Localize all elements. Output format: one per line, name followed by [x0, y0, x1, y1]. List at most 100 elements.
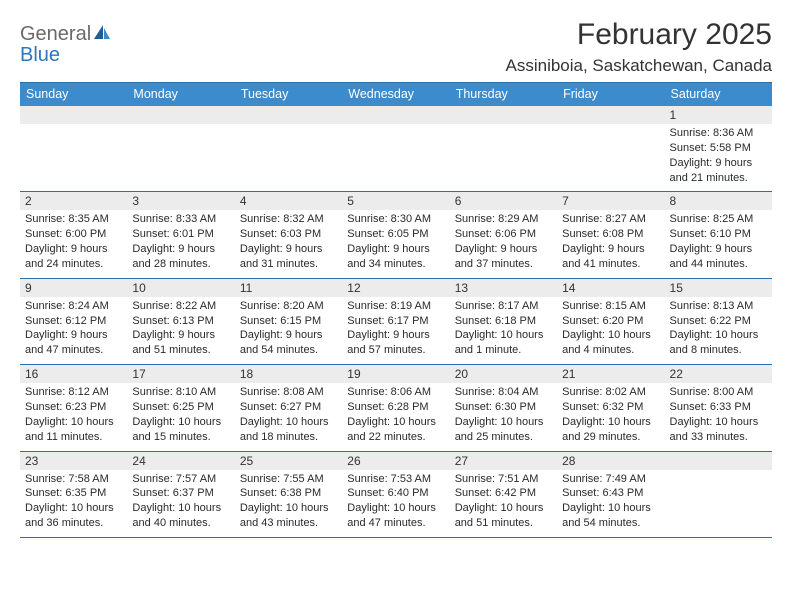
weekday-friday: Friday — [557, 83, 664, 106]
day-number-strip: 1 — [20, 106, 772, 124]
day-number — [127, 106, 234, 124]
day-cell: Sunrise: 8:30 AM Sunset: 6:05 PM Dayligh… — [342, 210, 449, 277]
day-number: 27 — [450, 452, 557, 470]
day-cell: Sunrise: 8:36 AM Sunset: 5:58 PM Dayligh… — [665, 124, 772, 191]
logo-blue-text: Blue — [20, 44, 60, 66]
day-body-row: Sunrise: 8:24 AM Sunset: 6:12 PM Dayligh… — [20, 297, 772, 364]
day-cell: Sunrise: 8:10 AM Sunset: 6:25 PM Dayligh… — [127, 383, 234, 450]
weekday-monday: Monday — [127, 83, 234, 106]
day-cell: Sunrise: 7:55 AM Sunset: 6:38 PM Dayligh… — [235, 470, 342, 537]
day-cell — [342, 124, 449, 191]
day-cell: Sunrise: 8:35 AM Sunset: 6:00 PM Dayligh… — [20, 210, 127, 277]
day-cell: Sunrise: 7:49 AM Sunset: 6:43 PM Dayligh… — [557, 470, 664, 537]
day-cell: Sunrise: 8:22 AM Sunset: 6:13 PM Dayligh… — [127, 297, 234, 364]
title-block: February 2025 Assiniboia, Saskatchewan, … — [506, 18, 773, 76]
weekday-sunday: Sunday — [20, 83, 127, 106]
day-cell: Sunrise: 8:29 AM Sunset: 6:06 PM Dayligh… — [450, 210, 557, 277]
day-number — [557, 106, 664, 124]
weekday-tuesday: Tuesday — [235, 83, 342, 106]
day-number: 13 — [450, 279, 557, 297]
day-body-row: Sunrise: 7:58 AM Sunset: 6:35 PM Dayligh… — [20, 470, 772, 537]
week-row: 1 Sunrise: 8:36 AM Sunset: 5:58 PM Dayli… — [20, 106, 772, 192]
calendar-page: General Blue February 2025 Assiniboia, S… — [0, 0, 792, 538]
day-cell — [557, 124, 664, 191]
day-cell: Sunrise: 8:25 AM Sunset: 6:10 PM Dayligh… — [665, 210, 772, 277]
day-cell: Sunrise: 8:12 AM Sunset: 6:23 PM Dayligh… — [20, 383, 127, 450]
day-number: 11 — [235, 279, 342, 297]
day-cell: Sunrise: 8:06 AM Sunset: 6:28 PM Dayligh… — [342, 383, 449, 450]
day-number: 8 — [665, 192, 772, 210]
day-number — [342, 106, 449, 124]
day-number: 2 — [20, 192, 127, 210]
day-number-strip: 2 3 4 5 6 7 8 — [20, 192, 772, 210]
day-cell: Sunrise: 8:04 AM Sunset: 6:30 PM Dayligh… — [450, 383, 557, 450]
day-number: 20 — [450, 365, 557, 383]
week-row: 2 3 4 5 6 7 8 Sunrise: 8:35 AM Sunset: 6… — [20, 192, 772, 278]
day-number: 28 — [557, 452, 664, 470]
day-body-row: Sunrise: 8:12 AM Sunset: 6:23 PM Dayligh… — [20, 383, 772, 450]
day-number: 19 — [342, 365, 449, 383]
day-number: 12 — [342, 279, 449, 297]
day-cell: Sunrise: 8:13 AM Sunset: 6:22 PM Dayligh… — [665, 297, 772, 364]
location-label: Assiniboia, Saskatchewan, Canada — [506, 56, 773, 76]
day-cell: Sunrise: 8:02 AM Sunset: 6:32 PM Dayligh… — [557, 383, 664, 450]
day-number: 3 — [127, 192, 234, 210]
day-number — [665, 452, 772, 470]
day-cell: Sunrise: 7:58 AM Sunset: 6:35 PM Dayligh… — [20, 470, 127, 537]
day-number: 4 — [235, 192, 342, 210]
day-number: 15 — [665, 279, 772, 297]
day-cell — [20, 124, 127, 191]
day-number: 17 — [127, 365, 234, 383]
day-number: 22 — [665, 365, 772, 383]
weekday-header-row: Sunday Monday Tuesday Wednesday Thursday… — [20, 83, 772, 106]
day-cell: Sunrise: 8:00 AM Sunset: 6:33 PM Dayligh… — [665, 383, 772, 450]
day-number-strip: 23 24 25 26 27 28 — [20, 452, 772, 470]
day-number: 18 — [235, 365, 342, 383]
day-number: 7 — [557, 192, 664, 210]
day-number: 6 — [450, 192, 557, 210]
logo-text-block: General Blue — [20, 24, 111, 66]
day-number: 25 — [235, 452, 342, 470]
calendar-grid: 1 Sunrise: 8:36 AM Sunset: 5:58 PM Dayli… — [20, 106, 772, 538]
logo: General Blue — [20, 18, 111, 66]
weekday-saturday: Saturday — [665, 83, 772, 106]
day-number: 5 — [342, 192, 449, 210]
month-title: February 2025 — [506, 18, 773, 52]
day-cell: Sunrise: 8:33 AM Sunset: 6:01 PM Dayligh… — [127, 210, 234, 277]
day-cell: Sunrise: 8:32 AM Sunset: 6:03 PM Dayligh… — [235, 210, 342, 277]
header-row: General Blue February 2025 Assiniboia, S… — [20, 18, 772, 76]
day-number: 24 — [127, 452, 234, 470]
weekday-thursday: Thursday — [450, 83, 557, 106]
day-body-row: Sunrise: 8:35 AM Sunset: 6:00 PM Dayligh… — [20, 210, 772, 277]
week-row: 23 24 25 26 27 28 Sunrise: 7:58 AM Sunse… — [20, 452, 772, 538]
day-cell — [127, 124, 234, 191]
day-number: 1 — [665, 106, 772, 124]
day-cell: Sunrise: 7:57 AM Sunset: 6:37 PM Dayligh… — [127, 470, 234, 537]
day-number: 14 — [557, 279, 664, 297]
day-number: 9 — [20, 279, 127, 297]
logo-sail-icon — [93, 24, 111, 45]
calendar: Sunday Monday Tuesday Wednesday Thursday… — [20, 82, 772, 538]
day-cell: Sunrise: 8:08 AM Sunset: 6:27 PM Dayligh… — [235, 383, 342, 450]
day-number — [20, 106, 127, 124]
day-number: 23 — [20, 452, 127, 470]
day-body-row: Sunrise: 8:36 AM Sunset: 5:58 PM Dayligh… — [20, 124, 772, 191]
day-number — [235, 106, 342, 124]
day-cell: Sunrise: 8:17 AM Sunset: 6:18 PM Dayligh… — [450, 297, 557, 364]
day-number: 16 — [20, 365, 127, 383]
day-cell — [235, 124, 342, 191]
day-cell: Sunrise: 8:15 AM Sunset: 6:20 PM Dayligh… — [557, 297, 664, 364]
day-number: 21 — [557, 365, 664, 383]
week-row: 16 17 18 19 20 21 22 Sunrise: 8:12 AM Su… — [20, 365, 772, 451]
day-cell: Sunrise: 7:51 AM Sunset: 6:42 PM Dayligh… — [450, 470, 557, 537]
logo-general-text: General — [20, 23, 91, 45]
day-cell — [450, 124, 557, 191]
day-number: 10 — [127, 279, 234, 297]
day-cell: Sunrise: 8:19 AM Sunset: 6:17 PM Dayligh… — [342, 297, 449, 364]
day-cell: Sunrise: 8:27 AM Sunset: 6:08 PM Dayligh… — [557, 210, 664, 277]
day-cell: Sunrise: 8:20 AM Sunset: 6:15 PM Dayligh… — [235, 297, 342, 364]
day-number-strip: 9 10 11 12 13 14 15 — [20, 279, 772, 297]
day-cell: Sunrise: 7:53 AM Sunset: 6:40 PM Dayligh… — [342, 470, 449, 537]
day-cell — [665, 470, 772, 537]
week-row: 9 10 11 12 13 14 15 Sunrise: 8:24 AM Sun… — [20, 279, 772, 365]
